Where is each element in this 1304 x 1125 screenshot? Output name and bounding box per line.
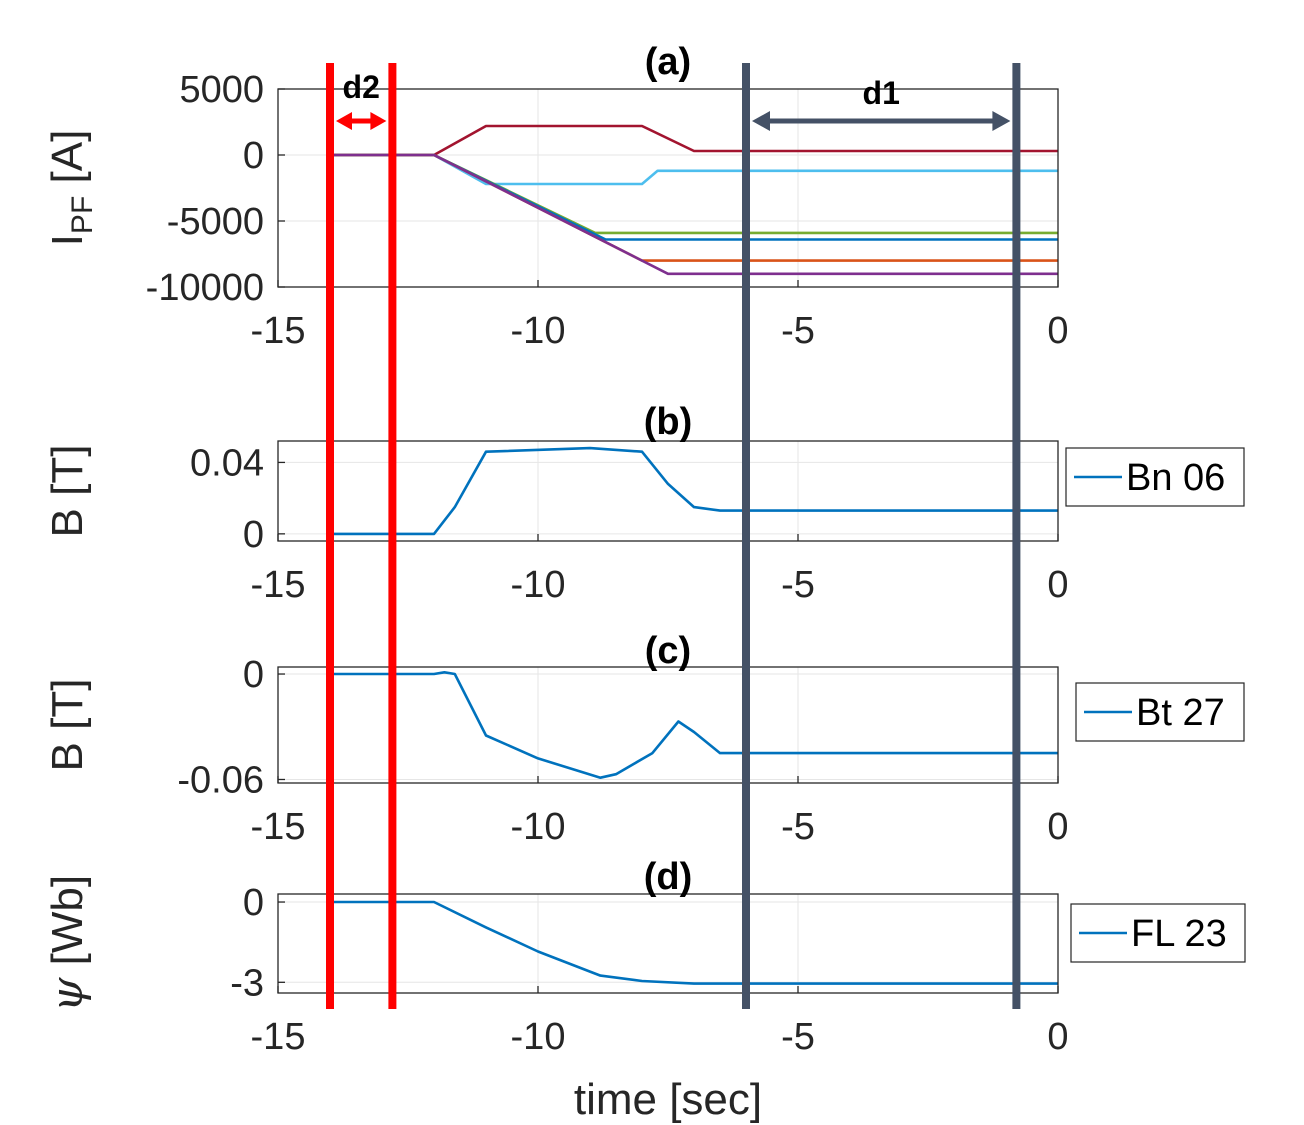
plot-area — [278, 894, 1058, 993]
x-tick-label: 0 — [1047, 310, 1068, 352]
y-tick-label: -3 — [230, 962, 264, 1004]
window-markers: d2 d1 — [326, 63, 1021, 1009]
x-tick-label: 0 — [1047, 806, 1068, 848]
x-tick-label: -5 — [781, 1016, 815, 1058]
panel-title: (a) — [645, 41, 691, 83]
series-line-bn-06 — [330, 446, 1058, 536]
panel-title: (c) — [645, 630, 691, 672]
plot-area — [278, 667, 1058, 783]
d1-arrow-head-right — [992, 111, 1011, 131]
x-tick-label: -5 — [781, 806, 815, 848]
plot-area — [278, 441, 1058, 541]
y-tick-label: 0 — [243, 514, 264, 556]
x-tick-label: 0 — [1047, 1016, 1068, 1058]
x-tick-label: -10 — [511, 564, 566, 606]
panel-a: -15 -10 -5 0 5000 0 -5000 -10000 (a) IPF [A] — [43, 41, 1069, 352]
d2-arrow-head-right — [370, 112, 387, 130]
x-tick-label: -10 — [511, 310, 566, 352]
panel-d: -15 -10 -5 0 0 -3 (d) ψ [Wb] FL 23 time [sec] — [42, 856, 1246, 1124]
d1-label: d1 — [863, 75, 900, 111]
legend: FL 23 — [1070, 903, 1246, 963]
legend-label: Bt 27 — [1136, 692, 1225, 734]
axes-box — [277, 440, 1059, 542]
series-line-fl-23 — [330, 900, 1058, 985]
y-axis-label: ψ [Wb] — [42, 875, 93, 1012]
y-tick-label: 0.04 — [190, 442, 264, 484]
axes-box — [277, 88, 1059, 288]
legend-box — [1065, 447, 1245, 507]
y-tick-label: 0 — [243, 135, 264, 177]
y-tick-label: -5000 — [167, 201, 264, 243]
y-axis-label: B [T] — [43, 445, 92, 538]
x-tick-label: -15 — [251, 564, 306, 606]
y-axis-label: IPF [A] — [43, 130, 99, 247]
axes-box — [277, 666, 1059, 784]
x-tick-label: -15 — [251, 806, 306, 848]
x-tick-label: 0 — [1047, 564, 1068, 606]
x-tick-label: -5 — [781, 564, 815, 606]
y-tick-label: -10000 — [146, 267, 264, 309]
panel-title: (d) — [644, 856, 693, 898]
d1-arrow-head-left — [752, 111, 770, 131]
y-tick-label: 0 — [243, 882, 264, 924]
x-axis-label: time [sec] — [574, 1075, 762, 1124]
x-tick-label: -10 — [511, 1016, 566, 1058]
x-tick-label: -10 — [511, 806, 566, 848]
y-axis-label: B [T] — [43, 679, 92, 772]
y-tick-label: 5000 — [179, 69, 264, 111]
d2-arrow-head-left — [336, 112, 352, 130]
panel-c: -15 -10 -5 0 0 -0.06 (c) B [T] Bt 27 — [43, 630, 1245, 848]
d2-label: d2 — [343, 69, 380, 105]
series-line-bt-27 — [330, 670, 1058, 780]
legend: Bt 27 — [1075, 682, 1245, 742]
panel-title: (b) — [644, 401, 693, 443]
x-tick-label: -15 — [251, 1016, 306, 1058]
legend-label: FL 23 — [1131, 913, 1227, 955]
panel-b: -15 -10 -5 0 0.04 0 (b) B [T] Bn 06 — [43, 401, 1245, 606]
series-line-pf6 — [330, 153, 1058, 276]
x-tick-label: -15 — [251, 310, 306, 352]
legend: Bn 06 — [1065, 447, 1245, 507]
x-tick-label: -5 — [781, 310, 815, 352]
axes-box — [277, 893, 1059, 994]
y-tick-label: 0 — [243, 654, 264, 696]
y-tick-label: -0.06 — [177, 759, 264, 801]
legend-label: Bn 06 — [1126, 457, 1225, 499]
